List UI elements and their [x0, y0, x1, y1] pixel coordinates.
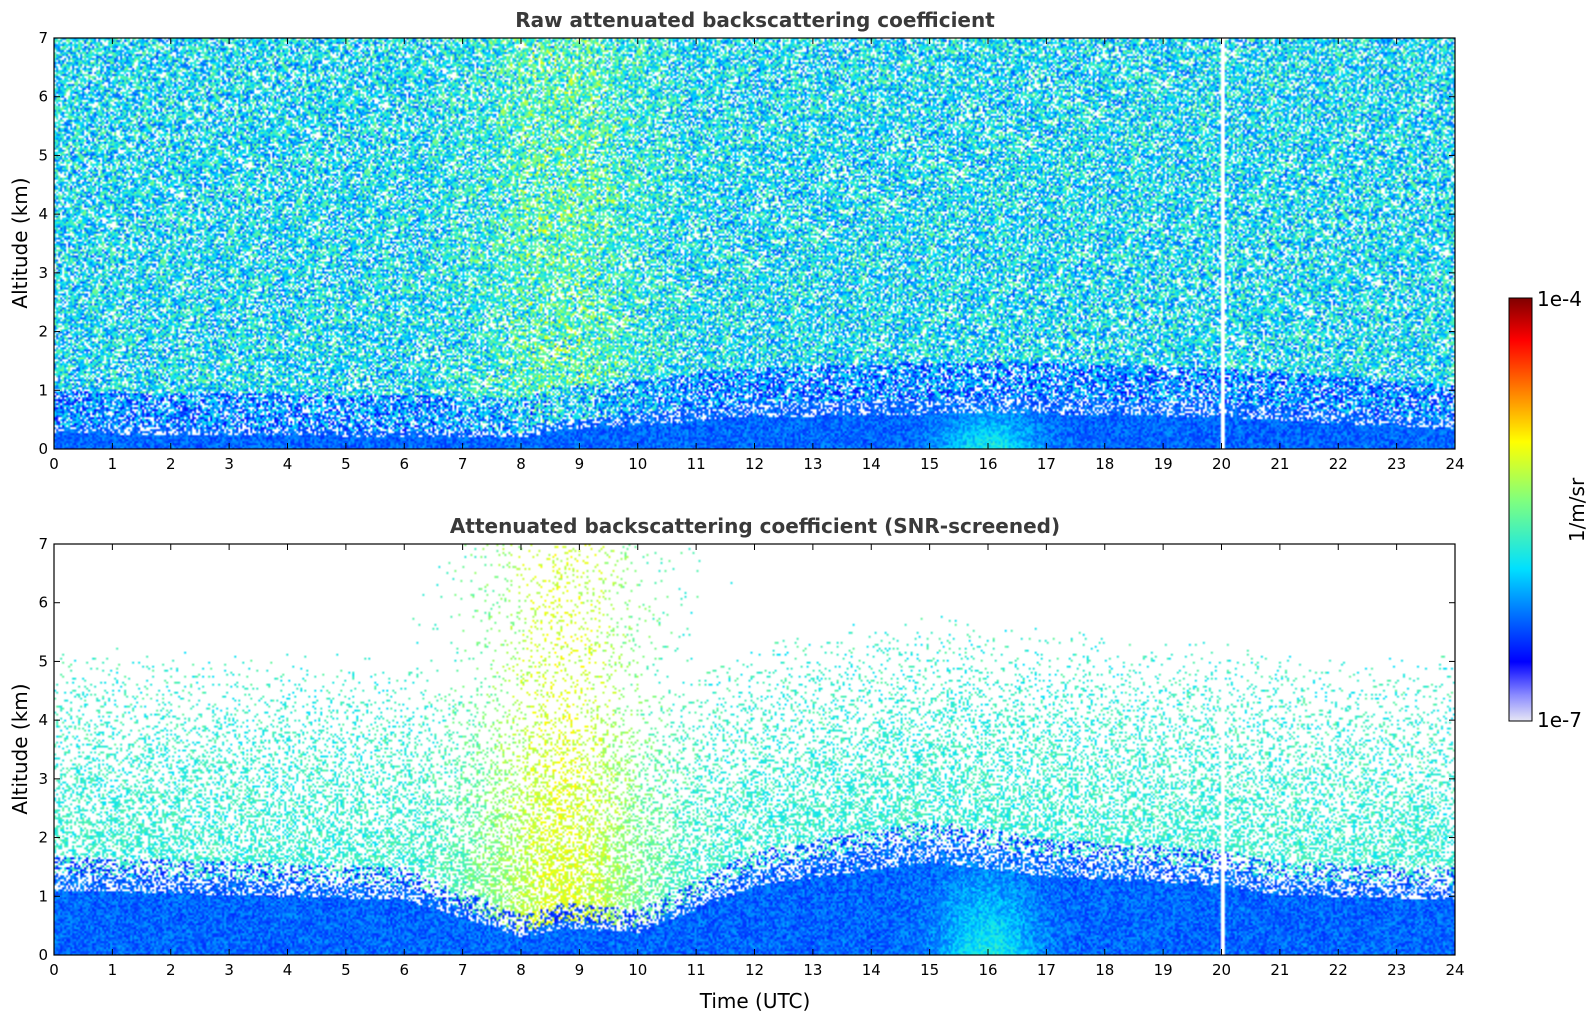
- colorbar-units-label: 1/m/sr: [1565, 477, 1589, 542]
- y-tick-label: 5: [38, 146, 48, 164]
- y-tick-label: 4: [38, 711, 48, 729]
- x-tick-label: 1: [108, 455, 118, 473]
- colorbar-min-label: 1e-7: [1537, 708, 1582, 732]
- x-tick-label: 22: [1329, 455, 1348, 473]
- x-tick-label: 9: [575, 455, 585, 473]
- panel-screened-ticks: 0 1 2 3 4 5 6 7 8 9 10 11 12 13 14 15 16 17 18 19 20 21 22 23 24…: [38, 535, 1464, 979]
- x-tick-label: 12: [745, 961, 764, 979]
- panel-screened-xlabel: Time (UTC): [699, 989, 811, 1013]
- y-tick-label: 3: [38, 770, 48, 788]
- x-tick-label: 17: [1037, 961, 1056, 979]
- x-tick-label: 3: [224, 455, 234, 473]
- x-tick-label: 2: [166, 961, 176, 979]
- y-tick-label: 4: [38, 205, 48, 223]
- y-tick-label: 5: [38, 652, 48, 670]
- colorbar-gradient: [1508, 297, 1533, 722]
- x-tick-label: 13: [803, 455, 822, 473]
- x-tick-label: 5: [341, 961, 351, 979]
- x-tick-label: 18: [1095, 961, 1114, 979]
- x-tick-label: 8: [516, 455, 526, 473]
- x-tick-label: 13: [803, 961, 822, 979]
- colorbar: 1e-4 1e-7 1/m/sr: [1508, 287, 1589, 732]
- x-tick-label: 14: [862, 455, 881, 473]
- y-tick-label: 1: [38, 887, 48, 905]
- panel-raw: Raw attenuated backscattering coefficien…: [8, 8, 1465, 473]
- y-tick-label: 2: [38, 829, 48, 847]
- x-tick-label: 24: [1445, 961, 1464, 979]
- x-tick-label: 6: [399, 455, 409, 473]
- x-tick-label: 19: [1154, 961, 1173, 979]
- x-tick-label: 9: [575, 961, 585, 979]
- x-tick-label: 2: [166, 455, 176, 473]
- x-tick-label: 21: [1270, 961, 1289, 979]
- y-tick-label: 0: [38, 946, 48, 964]
- panel-screened: Attenuated backscattering coefficient (S…: [8, 514, 1465, 1013]
- y-tick-label: 6: [38, 594, 48, 612]
- x-tick-label: 14: [862, 961, 881, 979]
- x-tick-label: 18: [1095, 455, 1114, 473]
- panel-raw-title: Raw attenuated backscattering coefficien…: [515, 8, 995, 32]
- x-tick-label: 20: [1212, 455, 1231, 473]
- x-tick-label: 24: [1445, 455, 1464, 473]
- panel-raw-heatmap: [54, 38, 1455, 449]
- y-tick-label: 2: [38, 323, 48, 341]
- x-tick-label: 7: [458, 961, 468, 979]
- panel-screened-heatmap: [54, 544, 1455, 955]
- x-tick-label: 23: [1387, 961, 1406, 979]
- x-tick-label: 1: [108, 961, 118, 979]
- x-tick-label: 19: [1154, 455, 1173, 473]
- y-tick-label: 7: [38, 535, 48, 553]
- colorbar-max-label: 1e-4: [1537, 287, 1582, 311]
- y-tick-label: 0: [38, 440, 48, 458]
- x-tick-label: 7: [458, 455, 468, 473]
- x-tick-label: 10: [628, 961, 647, 979]
- x-tick-label: 23: [1387, 455, 1406, 473]
- x-tick-label: 4: [283, 961, 293, 979]
- x-tick-label: 0: [49, 455, 59, 473]
- x-tick-label: 11: [687, 455, 706, 473]
- x-tick-label: 4: [283, 455, 293, 473]
- panel-screened-ylabel: Altitude (km): [8, 683, 32, 814]
- panel-raw-ticks: 0 1 2 3 4 5 6 7 8 9 10 11 12 13 14 15 16 17 18 19 20 21 22 23 24…: [38, 29, 1464, 473]
- x-tick-label: 10: [628, 455, 647, 473]
- x-tick-label: 11: [687, 961, 706, 979]
- y-tick-label: 3: [38, 264, 48, 282]
- panel-screened-title: Attenuated backscattering coefficient (S…: [450, 514, 1060, 538]
- x-tick-label: 16: [978, 961, 997, 979]
- y-tick-label: 1: [38, 381, 48, 399]
- x-tick-label: 5: [341, 455, 351, 473]
- y-tick-label: 7: [38, 29, 48, 47]
- x-tick-label: 12: [745, 455, 764, 473]
- x-tick-label: 21: [1270, 455, 1289, 473]
- x-tick-label: 8: [516, 961, 526, 979]
- x-tick-label: 20: [1212, 961, 1231, 979]
- x-tick-label: 16: [978, 455, 997, 473]
- x-tick-label: 3: [224, 961, 234, 979]
- x-tick-label: 6: [399, 961, 409, 979]
- x-tick-label: 15: [920, 455, 939, 473]
- x-tick-label: 15: [920, 961, 939, 979]
- x-tick-label: 0: [49, 961, 59, 979]
- panel-raw-ylabel: Altitude (km): [8, 177, 32, 308]
- x-tick-label: 22: [1329, 961, 1348, 979]
- y-tick-label: 6: [38, 88, 48, 106]
- x-tick-label: 17: [1037, 455, 1056, 473]
